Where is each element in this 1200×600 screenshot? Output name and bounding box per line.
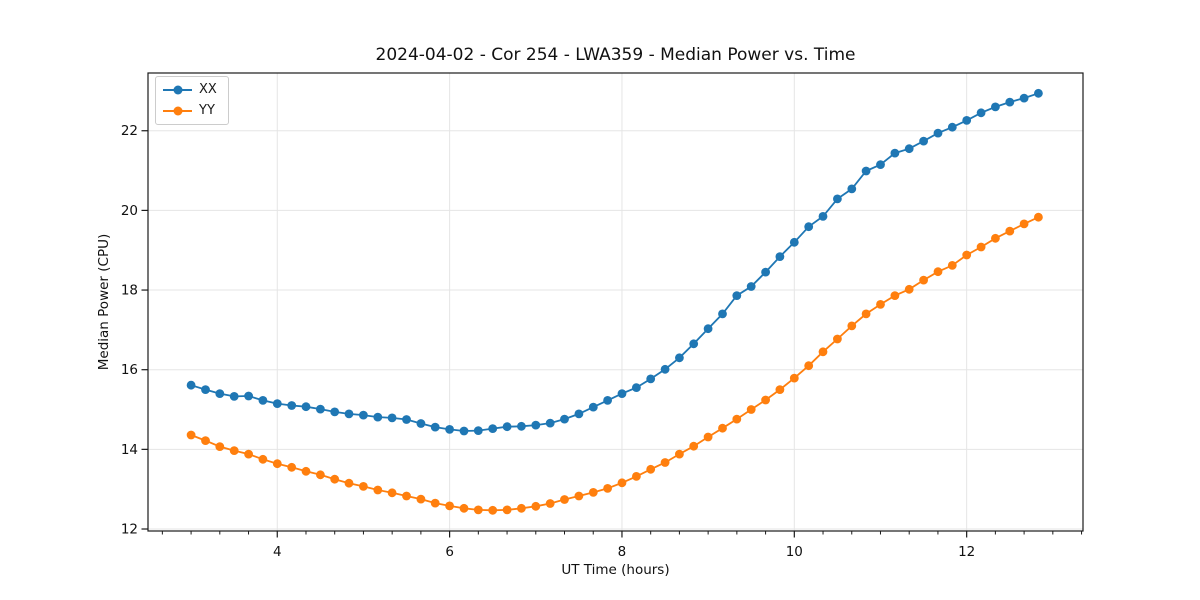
y-tick-label: 12	[121, 522, 138, 538]
axes-spines	[147, 72, 1084, 532]
chart-title: 2024-04-02 - Cor 254 - LWA359 - Median P…	[375, 45, 856, 65]
legend-label-yy: YY	[199, 103, 215, 118]
x-tick-label: 10	[786, 544, 803, 560]
legend-line-xx-icon	[163, 85, 192, 95]
x-tick-label: 4	[273, 544, 282, 560]
x-tick-label: 8	[618, 544, 627, 560]
legend-item-xx: XX	[163, 82, 221, 98]
legend-item-yy: YY	[163, 103, 221, 119]
x-tick-label: 6	[445, 544, 454, 560]
legend-marker-xx-icon	[173, 85, 182, 95]
y-tick-label: 22	[121, 123, 138, 139]
gridlines	[148, 73, 1083, 531]
y-axis-label: Median Power (CPU)	[96, 233, 112, 371]
axis-ticks: 4 6 8 10 12 12 14 16 18 20 22	[121, 123, 1083, 560]
legend-label-xx: XX	[199, 82, 217, 97]
x-tick-label: 12	[958, 544, 975, 560]
series-yy	[186, 212, 1043, 515]
series-xx	[186, 88, 1043, 436]
y-tick-label: 14	[121, 442, 138, 458]
x-axis-label: UT Time (hours)	[561, 562, 670, 578]
legend-line-yy-icon	[163, 106, 192, 116]
legend: XX YY	[155, 76, 229, 125]
y-tick-label: 20	[121, 203, 138, 219]
legend-marker-yy-icon	[173, 106, 182, 116]
y-tick-label: 18	[121, 283, 138, 299]
y-tick-label: 16	[121, 362, 138, 378]
